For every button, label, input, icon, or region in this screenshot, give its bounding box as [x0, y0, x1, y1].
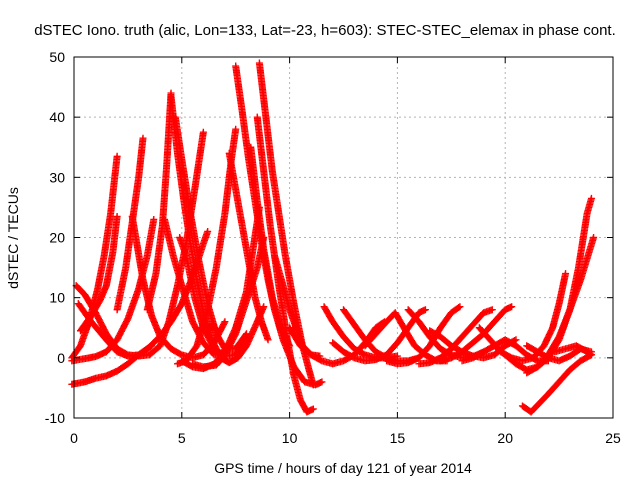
data-point — [242, 337, 250, 345]
data-point — [113, 212, 121, 220]
data-point — [146, 343, 154, 351]
data-point — [309, 405, 317, 413]
x-tick-label: 10 — [282, 430, 298, 446]
data-point — [199, 128, 207, 136]
data-point — [260, 234, 268, 241]
y-tick-label: 40 — [49, 109, 65, 125]
y-tick-label: 10 — [49, 290, 65, 306]
data-point — [488, 306, 496, 314]
y-tick-label: 20 — [49, 230, 65, 246]
data-point — [421, 306, 429, 314]
axis-ticks: 0 5 10 15 20 25 -10 0 10 20 30 40 50 — [45, 49, 621, 446]
chart-title: dSTEC Iono. truth (alic, Lon=133, Lat=-2… — [34, 22, 616, 39]
data-point — [242, 331, 250, 339]
data-point — [150, 215, 158, 223]
x-tick-label: 15 — [390, 430, 406, 446]
data-point — [318, 378, 326, 386]
data-point — [587, 351, 595, 359]
data-point — [139, 134, 147, 142]
y-axis-label: dSTEC / TECUs — [5, 187, 21, 289]
data-point — [220, 319, 228, 327]
data-point — [586, 350, 594, 358]
data-point — [590, 234, 598, 241]
series-36 — [523, 234, 598, 377]
data-point — [148, 342, 156, 350]
series-16 — [225, 149, 272, 344]
y-tick-label: 50 — [49, 49, 65, 65]
y-tick-label: 0 — [57, 350, 65, 366]
x-axis-label: GPS time / hours of day 121 of year 2014 — [214, 460, 472, 476]
data-point — [309, 381, 317, 389]
series-35 — [518, 351, 595, 416]
data-point — [562, 270, 570, 278]
data-point — [456, 303, 464, 311]
data-point — [221, 318, 229, 326]
data-point — [587, 194, 595, 202]
series-4 — [76, 212, 121, 335]
data-point — [232, 125, 240, 133]
data-series — [68, 59, 598, 416]
series-3 — [68, 152, 121, 362]
data-point — [242, 330, 250, 338]
y-tick-label: 30 — [49, 169, 65, 185]
series-9 — [167, 92, 268, 367]
data-point — [242, 336, 250, 344]
series-21 — [189, 234, 268, 371]
data-point — [512, 336, 520, 344]
x-tick-label: 20 — [497, 430, 513, 446]
x-tick-label: 5 — [178, 430, 186, 446]
series-5 — [74, 300, 156, 360]
series-8 — [143, 89, 175, 314]
series-31 — [437, 303, 516, 365]
series-17 — [247, 143, 294, 350]
series-19 — [253, 113, 317, 416]
data-point — [204, 227, 212, 235]
data-point — [508, 303, 516, 311]
data-point — [260, 303, 268, 311]
data-point — [455, 304, 463, 312]
data-point — [264, 336, 272, 344]
series-38 — [551, 342, 595, 359]
series-6 — [113, 134, 147, 314]
y-tick-label: -10 — [45, 410, 65, 426]
x-tick-label: 25 — [605, 430, 621, 446]
series-18 — [255, 59, 317, 389]
x-tick-label: 0 — [70, 430, 78, 446]
series-29 — [415, 306, 496, 368]
data-point — [113, 152, 121, 160]
